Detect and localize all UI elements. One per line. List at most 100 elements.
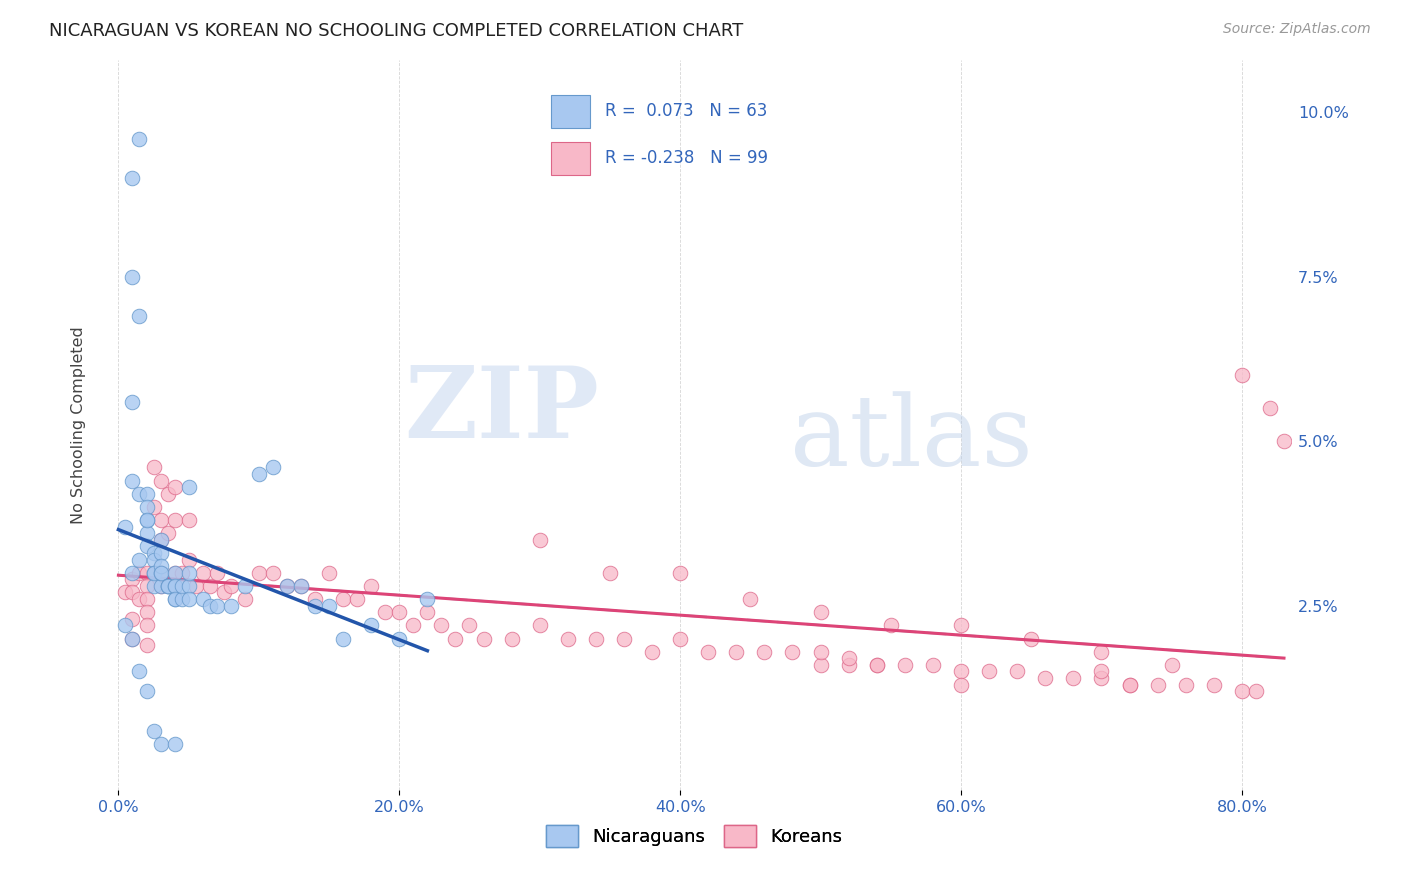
Point (156, 487, 179, 501)
Legend: Nicaraguans, Koreans: Nicaraguans, Koreans (538, 817, 849, 854)
Point (121, 612, 143, 626)
Point (977, 665, 1000, 679)
Point (149, 566, 172, 580)
Point (838, 651, 860, 665)
Point (219, 579, 242, 593)
Point (557, 632, 579, 646)
Point (184, 579, 207, 593)
Point (262, 566, 284, 580)
Point (163, 592, 186, 607)
Point (163, 480, 186, 494)
Point (156, 579, 179, 593)
Point (135, 540, 157, 554)
Point (374, 605, 396, 619)
Point (114, 519, 136, 533)
Point (121, 269, 143, 284)
Point (529, 533, 551, 547)
Text: Source: ZipAtlas.com: Source: ZipAtlas.com (1223, 22, 1371, 37)
Text: NICARAGUAN VS KOREAN NO SCHOOLING COMPLETED CORRELATION CHART: NICARAGUAN VS KOREAN NO SCHOOLING COMPLE… (49, 22, 744, 40)
Point (1160, 657, 1182, 672)
Point (262, 460, 284, 475)
Point (135, 566, 157, 580)
Point (810, 657, 832, 672)
Point (332, 592, 354, 607)
Point (191, 592, 214, 607)
Point (810, 645, 832, 659)
Point (894, 657, 917, 672)
Point (641, 645, 664, 659)
Point (416, 592, 439, 607)
Point (599, 566, 621, 580)
Point (205, 599, 228, 613)
Point (1230, 684, 1253, 698)
Point (149, 566, 172, 580)
Point (472, 632, 495, 646)
Point (388, 605, 411, 619)
Point (163, 566, 186, 580)
Point (402, 618, 425, 632)
Point (430, 618, 453, 632)
Point (1202, 677, 1225, 691)
Point (613, 632, 636, 646)
Point (121, 585, 143, 599)
Point (135, 513, 157, 527)
Point (922, 657, 945, 672)
Point (149, 559, 172, 574)
Point (205, 566, 228, 580)
Point (458, 618, 481, 632)
Point (529, 618, 551, 632)
Point (1258, 401, 1281, 416)
Point (360, 618, 382, 632)
Point (170, 579, 193, 593)
Point (149, 579, 172, 593)
Point (360, 579, 382, 593)
Point (135, 526, 157, 541)
Point (142, 460, 165, 475)
Point (949, 618, 972, 632)
Point (1090, 665, 1112, 679)
Point (880, 618, 903, 632)
Point (114, 618, 136, 632)
Point (114, 585, 136, 599)
Point (149, 579, 172, 593)
Point (142, 723, 165, 738)
Point (697, 645, 720, 659)
Point (142, 566, 165, 580)
Point (838, 657, 860, 672)
Point (416, 605, 439, 619)
Point (1062, 671, 1084, 685)
Point (156, 579, 179, 593)
Point (149, 566, 172, 580)
Point (135, 684, 157, 698)
Point (501, 632, 523, 646)
Point (177, 552, 200, 566)
Point (149, 546, 172, 560)
Point (142, 579, 165, 593)
Point (866, 657, 889, 672)
Point (128, 487, 150, 501)
Point (142, 552, 165, 566)
Point (219, 599, 242, 613)
Point (1118, 677, 1140, 691)
Point (669, 632, 692, 646)
Point (276, 579, 298, 593)
Point (669, 566, 692, 580)
Point (1146, 677, 1168, 691)
Point (290, 579, 312, 593)
Point (191, 566, 214, 580)
Point (177, 566, 200, 580)
Point (121, 632, 143, 646)
Point (121, 171, 143, 186)
Point (163, 592, 186, 607)
Point (135, 500, 157, 514)
Point (135, 513, 157, 527)
Point (121, 632, 143, 646)
Y-axis label: No Schooling Completed: No Schooling Completed (72, 326, 86, 524)
Point (149, 533, 172, 547)
Point (170, 592, 193, 607)
Point (135, 638, 157, 652)
Point (121, 394, 143, 409)
Point (1005, 665, 1028, 679)
Point (810, 605, 832, 619)
Point (163, 513, 186, 527)
